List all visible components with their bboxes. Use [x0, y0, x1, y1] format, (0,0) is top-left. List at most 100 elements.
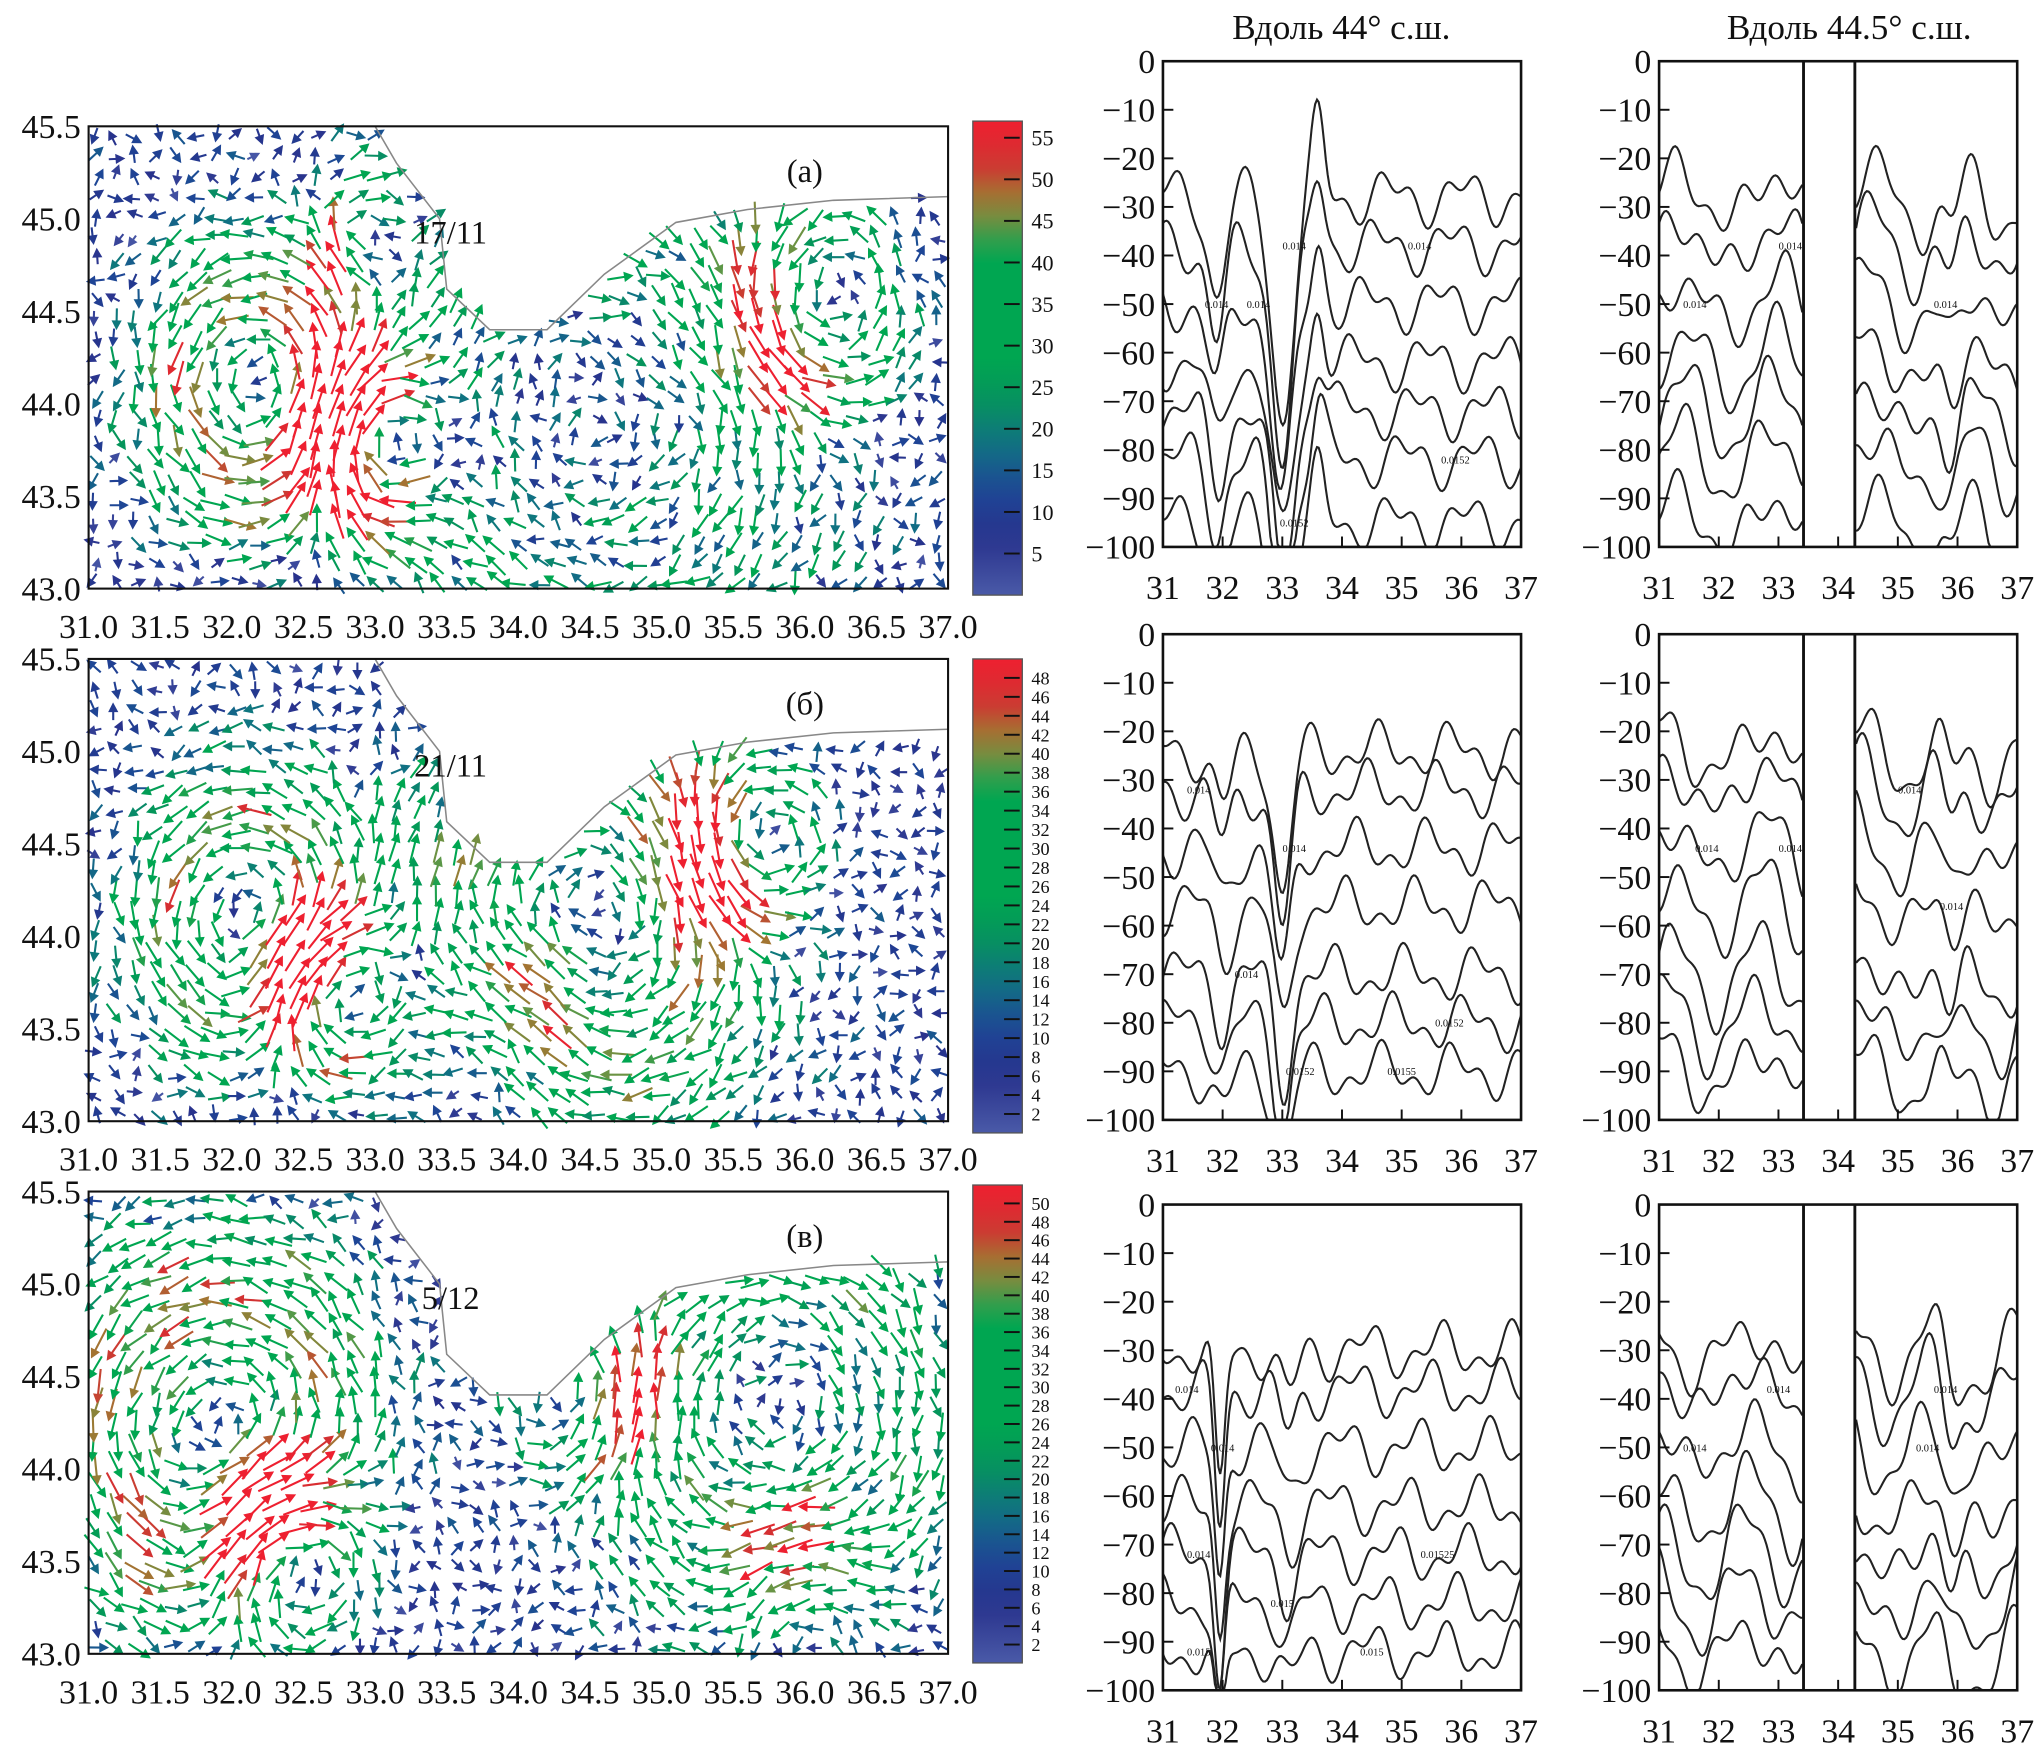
velocity-arrow	[585, 535, 604, 545]
velocity-arrow	[606, 351, 622, 367]
vector-arrows	[83, 1192, 950, 1661]
velocity-arrow	[472, 1579, 490, 1591]
velocity-arrow	[733, 1104, 748, 1122]
velocity-arrow	[761, 1460, 786, 1472]
velocity-arrow	[822, 373, 855, 384]
velocity-arrow	[312, 1559, 323, 1576]
velocity-arrow	[221, 1257, 251, 1268]
velocity-arrow	[781, 1495, 817, 1512]
velocity-arrow	[484, 961, 512, 984]
velocity-arrow	[490, 1625, 507, 1636]
colorbar-tick-label: 42	[1031, 1267, 1049, 1287]
velocity-arrow	[713, 534, 726, 553]
velocity-arrow	[934, 452, 947, 464]
velocity-arrow	[260, 251, 289, 265]
velocity-arrow	[608, 458, 629, 469]
velocity-arrow	[242, 1276, 269, 1295]
velocity-arrow	[342, 1088, 366, 1099]
colorbar	[972, 120, 1023, 596]
velocity-arrow	[241, 453, 274, 467]
velocity-arrow	[645, 1623, 662, 1634]
velocity-arrow	[332, 659, 343, 676]
velocity-arrow	[734, 469, 745, 491]
velocity-arrow	[289, 975, 307, 1010]
velocity-arrow	[645, 249, 666, 260]
velocity-arrow	[565, 866, 583, 882]
velocity-arrow	[106, 741, 120, 755]
contour-frame	[1657, 632, 2019, 1122]
velocity-arrow	[591, 1537, 605, 1551]
velocity-arrow	[797, 1540, 835, 1552]
y-tick-label: −70	[1102, 957, 1155, 994]
x-tick-label: 37	[1504, 570, 1538, 607]
velocity-arrow	[349, 853, 360, 884]
velocity-arrow	[609, 843, 625, 863]
velocity-arrow	[743, 923, 772, 945]
velocity-arrow	[670, 282, 684, 309]
velocity-arrow	[222, 1026, 249, 1037]
velocity-arrow	[252, 901, 263, 924]
velocity-arrow	[187, 537, 212, 549]
velocity-arrow	[734, 387, 746, 415]
velocity-arrow	[732, 283, 744, 322]
isopycnal-contour	[1658, 190, 2019, 307]
velocity-arrow	[873, 262, 885, 293]
velocity-arrow	[329, 439, 340, 477]
velocity-arrow	[365, 340, 390, 371]
velocity-arrow	[846, 1577, 873, 1588]
x-tick-label: 34.0	[489, 1674, 548, 1711]
velocity-arrow	[128, 144, 139, 164]
velocity-arrow	[933, 1598, 945, 1617]
velocity-arrow	[487, 1602, 502, 1617]
velocity-arrow	[801, 376, 837, 389]
velocity-arrow	[828, 950, 848, 961]
velocity-arrow	[883, 1540, 906, 1559]
velocity-arrow	[518, 983, 549, 1002]
velocity-arrow	[932, 925, 946, 938]
velocity-arrow	[180, 286, 209, 306]
velocity-arrow	[301, 1604, 326, 1615]
velocity-arrow	[189, 470, 206, 498]
velocity-arrow	[185, 1238, 213, 1250]
x-tick-label: 32	[1206, 1143, 1240, 1180]
velocity-arrow	[113, 1431, 124, 1462]
velocity-arrow	[745, 861, 773, 881]
velocity-arrow	[326, 1213, 349, 1224]
velocity-arrow	[309, 782, 327, 802]
velocity-arrow	[352, 662, 363, 680]
velocity-arrow	[369, 268, 382, 287]
velocity-arrow	[344, 344, 367, 377]
velocity-arrow	[870, 1331, 888, 1357]
velocity-arrow	[794, 835, 805, 858]
velocity-arrow	[306, 224, 322, 250]
contour-label: 0.0152	[1441, 455, 1470, 466]
velocity-arrow	[409, 755, 427, 779]
velocity-arrow	[127, 234, 138, 248]
velocity-arrow	[609, 1554, 624, 1576]
velocity-arrow	[338, 1067, 367, 1078]
velocity-arrow	[109, 346, 120, 371]
velocity-arrow	[431, 920, 442, 945]
velocity-arrow	[365, 193, 392, 204]
velocity-arrow	[871, 780, 881, 796]
velocity-arrow	[928, 470, 943, 487]
velocity-arrow	[892, 1267, 905, 1293]
velocity-arrow	[568, 1049, 590, 1067]
velocity-arrow	[691, 877, 706, 914]
velocity-arrow	[787, 762, 813, 773]
y-tick-label: −60	[1102, 908, 1155, 945]
velocity-arrow	[908, 349, 922, 370]
velocity-arrow	[628, 1616, 641, 1634]
velocity-arrow	[333, 577, 346, 595]
velocity-arrow	[133, 1113, 146, 1126]
x-tick-label: 32	[1702, 1143, 1736, 1180]
velocity-arrow	[222, 808, 253, 821]
velocity-arrow	[89, 455, 105, 472]
velocity-arrow	[201, 1358, 224, 1369]
velocity-arrow	[769, 950, 791, 961]
velocity-arrow	[707, 264, 723, 294]
velocity-arrow	[622, 1008, 649, 1019]
velocity-arrow	[228, 539, 249, 551]
velocity-arrow	[493, 1559, 504, 1575]
velocity-arrow	[932, 1641, 950, 1652]
